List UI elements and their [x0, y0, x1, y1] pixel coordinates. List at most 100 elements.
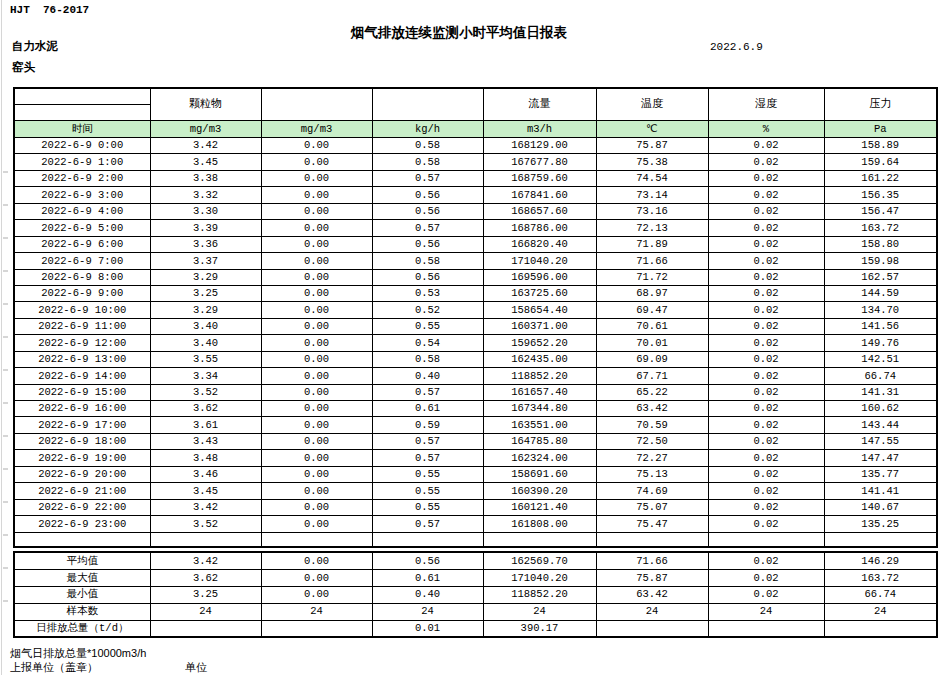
value-cell: 0.02: [708, 253, 824, 269]
value-cell: 0.02: [708, 466, 824, 482]
value-cell: 142.51: [824, 351, 937, 367]
summary-value-cell: 162569.70: [483, 552, 596, 569]
value-cell: 75.38: [596, 154, 708, 170]
empty-cell: [372, 532, 483, 547]
summary-value-cell: 0.40: [372, 586, 483, 603]
value-cell: 69.47: [596, 302, 708, 318]
value-cell: 67.71: [596, 368, 708, 384]
column-group-header: 颗粒物: [150, 88, 261, 121]
empty-cell: [824, 532, 937, 547]
value-cell: 0.00: [261, 433, 372, 449]
value-cell: 167344.80: [483, 401, 596, 417]
value-cell: 3.55: [150, 351, 261, 367]
value-cell: 135.77: [824, 466, 937, 482]
value-cell: 3.46: [150, 466, 261, 482]
value-cell: 143.44: [824, 417, 937, 433]
table-row: 2022-6-9 0:003.420.000.58168129.0075.870…: [14, 138, 937, 154]
value-cell: 0.02: [708, 368, 824, 384]
value-cell: 160121.40: [483, 499, 596, 515]
value-cell: 163551.00: [483, 417, 596, 433]
value-cell: 3.45: [150, 483, 261, 499]
summary-label-cell: 日排放总量（t/d）: [14, 620, 150, 637]
value-cell: 168657.60: [483, 203, 596, 219]
value-cell: 71.72: [596, 269, 708, 285]
time-cell: 2022-6-9 16:00: [14, 401, 150, 417]
table-row: 2022-6-9 17:003.610.000.59163551.0070.59…: [14, 417, 937, 433]
value-cell: 158654.40: [483, 302, 596, 318]
value-cell: 66.74: [824, 368, 937, 384]
monitor-point: 窑头: [12, 60, 35, 75]
corner-cell-top: [14, 88, 150, 105]
value-cell: 3.29: [150, 302, 261, 318]
value-cell: 74.54: [596, 170, 708, 186]
value-cell: 0.02: [708, 335, 824, 351]
value-cell: 3.25: [150, 285, 261, 301]
time-cell: 2022-6-9 10:00: [14, 302, 150, 318]
value-cell: 3.52: [150, 516, 261, 532]
value-cell: 0.00: [261, 170, 372, 186]
value-cell: 159652.20: [483, 335, 596, 351]
empty-cell: [150, 532, 261, 547]
summary-value-cell: 0.61: [372, 569, 483, 586]
value-cell: 135.25: [824, 516, 937, 532]
time-cell: 2022-6-9 15:00: [14, 384, 150, 400]
footnote-unit: 单位: [185, 660, 207, 675]
value-cell: 140.67: [824, 499, 937, 515]
footnote-report-unit: 上报单位（盖章）: [10, 660, 98, 675]
value-cell: 0.55: [372, 483, 483, 499]
value-cell: 72.50: [596, 433, 708, 449]
value-cell: 0.02: [708, 318, 824, 334]
corner-cell-bottom: [14, 105, 150, 121]
page-edge-line: [1, 0, 2, 675]
summary-value-cell: 163.72: [824, 569, 937, 586]
value-cell: 70.59: [596, 417, 708, 433]
summary-value-cell: 0.02: [708, 586, 824, 603]
value-cell: 163.72: [824, 220, 937, 236]
summary-value-cell: 24: [261, 603, 372, 620]
value-cell: 0.00: [261, 466, 372, 482]
time-cell: 2022-6-9 13:00: [14, 351, 150, 367]
page-edge-ticks: [3, 140, 8, 632]
table-row: 2022-6-9 5:003.390.000.57168786.0072.130…: [14, 220, 937, 236]
value-cell: 0.02: [708, 516, 824, 532]
summary-value-cell: 118852.20: [483, 586, 596, 603]
value-cell: 158.80: [824, 236, 937, 252]
value-cell: 0.00: [261, 450, 372, 466]
summary-row: 最大值3.620.000.61171040.2075.870.02163.72: [14, 569, 937, 586]
company-name: 自力水泥: [12, 39, 58, 54]
value-cell: 0.02: [708, 236, 824, 252]
value-cell: 168129.00: [483, 138, 596, 154]
value-cell: 0.02: [708, 138, 824, 154]
value-cell: 0.00: [261, 187, 372, 203]
value-cell: 0.02: [708, 384, 824, 400]
time-cell: 2022-6-9 12:00: [14, 335, 150, 351]
value-cell: 166820.40: [483, 236, 596, 252]
value-cell: 163725.60: [483, 285, 596, 301]
summary-value-cell: 3.25: [150, 586, 261, 603]
value-cell: 0.02: [708, 154, 824, 170]
summary-value-cell: 0.02: [708, 569, 824, 586]
summary-value-cell: 63.42: [596, 586, 708, 603]
value-cell: 75.87: [596, 138, 708, 154]
value-cell: 3.42: [150, 138, 261, 154]
table-row: 2022-6-9 21:003.450.000.55160390.2074.69…: [14, 483, 937, 499]
value-cell: 0.57: [372, 516, 483, 532]
time-cell: 2022-6-9 4:00: [14, 203, 150, 219]
summary-value-cell: 146.29: [824, 552, 937, 569]
value-cell: 3.61: [150, 417, 261, 433]
empty-cell: [14, 532, 150, 547]
value-cell: 3.38: [150, 170, 261, 186]
summary-label-cell: 样本数: [14, 603, 150, 620]
value-cell: 3.30: [150, 203, 261, 219]
value-cell: 0.56: [372, 203, 483, 219]
value-cell: 3.62: [150, 401, 261, 417]
value-cell: 0.52: [372, 302, 483, 318]
value-cell: 0.57: [372, 170, 483, 186]
summary-row: 样本数24242424242424: [14, 603, 937, 620]
value-cell: 0.00: [261, 384, 372, 400]
value-cell: 169596.00: [483, 269, 596, 285]
summary-value-cell: 0.02: [708, 552, 824, 569]
table-row: 2022-6-9 16:003.620.000.61167344.8063.42…: [14, 401, 937, 417]
value-cell: 168786.00: [483, 220, 596, 236]
value-cell: 0.00: [261, 351, 372, 367]
